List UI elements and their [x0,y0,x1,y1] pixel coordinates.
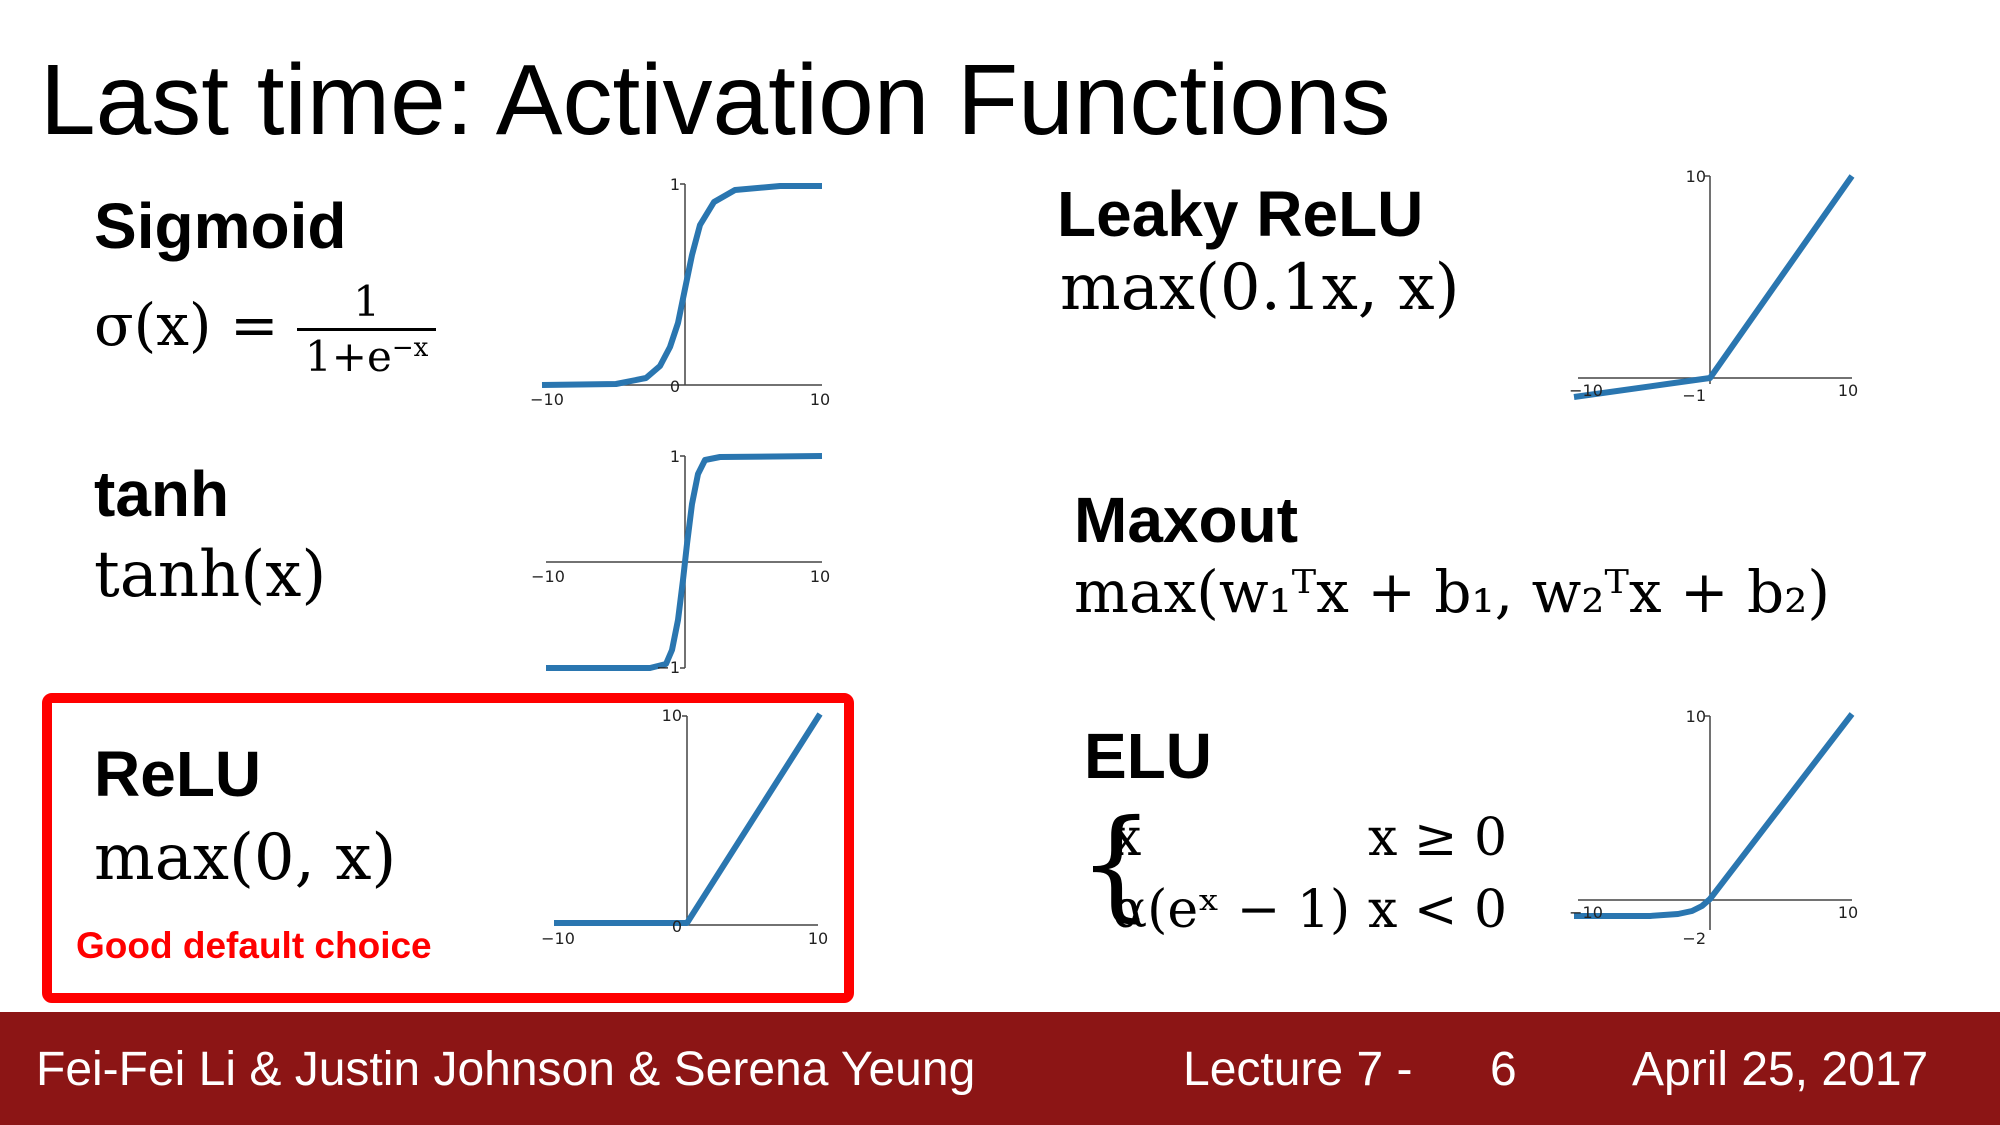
sigmoid-den-exp: −x [391,333,429,364]
maxout-formula: max(w₁ᵀx + b₁, w₂ᵀx + b₂) [1074,558,1831,626]
leaky-relu-name: Leaky ReLU [1057,178,1424,250]
tanh-y-max-label: 1 [670,447,680,466]
leaky-relu-y-max-label: 10 [1686,167,1706,186]
sigmoid-y-min-label: 0 [670,377,680,396]
tanh-x-max-label: 10 [810,567,830,586]
relu-y-max-label: 10 [662,706,682,725]
sigmoid-fraction: 1 1+e−x [297,277,437,382]
relu-formula: max(0, x) [94,821,397,895]
sigmoid-plot: 1 0 −10 10 [530,175,830,409]
elu-y-max-label: 10 [1686,707,1706,726]
footer-date: April 25, 2017 [1632,1043,1929,1096]
elu-plot: 10 −2 −10 10 [1569,707,1858,948]
elu-case1-cond: x ≥ 0 [1368,808,1508,868]
footer-authors: Fei-Fei Li & Justin Johnson & Serena Yeu… [36,1043,976,1096]
good-default-note: Good default choice [76,925,432,966]
elu-name: ELU [1084,720,1212,792]
leaky-relu-formula: max(0.1x, x) [1060,251,1460,325]
sigmoid-formula-lhs: σ(x) = [94,290,279,359]
relu-plot: 10 0 −10 10 [541,706,828,948]
sigmoid-curve [541,183,822,388]
sigmoid-numerator: 1 [297,277,437,332]
tanh-y-min-label: −1 [656,658,680,677]
slide-title: Last time: Activation Functions [40,44,1391,156]
sigmoid-den-base: 1+e [305,332,392,382]
elu-case1-expr: x [1112,808,1142,868]
elu-y-min-label: −2 [1682,929,1706,948]
sigmoid-name: Sigmoid [94,190,347,262]
maxout-name: Maxout [1074,484,1298,556]
elu-x-max-label: 10 [1838,903,1858,922]
leaky-relu-y-min-label: −1 [1682,386,1706,405]
sigmoid-x-max-label: 10 [810,390,830,409]
elu-curve [1574,712,1855,919]
footer-slide-number: 6 [1490,1043,1517,1096]
footer-lecture: Lecture 7 - [1183,1043,1413,1096]
relu-x-max-label: 10 [808,929,828,948]
tanh-plot: 1 −1 −10 10 [531,447,830,677]
tanh-formula: tanh(x) [94,538,327,612]
elu-case2: α(eˣ − 1) x < 0 [1112,874,1507,946]
elu-case1: x x ≥ 0 [1112,802,1507,874]
sigmoid-x-min-label: −10 [530,390,564,409]
sigmoid-denominator: 1+e−x [297,331,436,381]
sigmoid-y-max-label: 1 [670,175,680,194]
relu-curve [554,712,823,926]
footer-bar: Fei-Fei Li & Justin Johnson & Serena Yeu… [0,1012,2000,1125]
tanh-name: tanh [94,458,230,530]
sigmoid-formula: σ(x) = 1 1+e−x [94,277,437,382]
leaky-relu-x-max-label: 10 [1838,381,1858,400]
tanh-curve [546,453,823,671]
relu-x-min-label: −10 [541,929,575,948]
relu-name: ReLU [94,738,262,810]
elu-case2-cond: x < 0 [1368,880,1508,940]
tanh-x-min-label: −10 [531,567,565,586]
relu-highlight-box [42,693,854,1003]
elu-x-min-label: −10 [1569,903,1603,922]
elu-case2-expr: α(eˣ − 1) [1112,880,1351,940]
leaky-relu-curve [1573,174,1855,400]
leaky-relu-plot: 10 −1 −10 10 [1569,167,1858,405]
leaky-relu-x-min-label: −10 [1569,381,1603,400]
relu-y-min-label: 0 [672,917,682,936]
elu-brace: { [1078,795,1155,934]
